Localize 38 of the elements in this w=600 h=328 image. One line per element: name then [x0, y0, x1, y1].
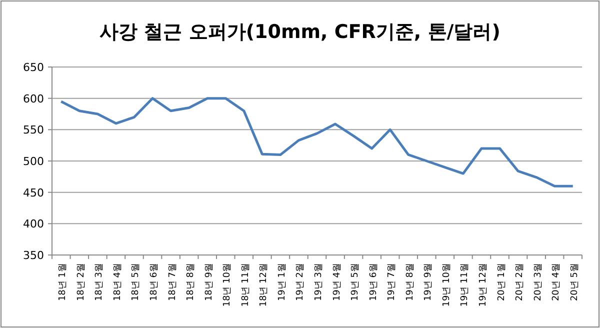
x-tick-label: 19년 5월	[350, 263, 361, 302]
x-tick-label: 18년 9월	[204, 263, 214, 302]
line-series	[60, 97, 574, 188]
x-tick-label: 18년 2월	[76, 263, 86, 302]
chart-title: 사강 철근 오퍼가(10mm, CFR기준, 톤/달러)	[100, 21, 500, 43]
y-tick-label: 500	[23, 155, 44, 168]
y-tick-label: 350	[23, 249, 44, 262]
x-tick-label: 19년 8월	[405, 263, 416, 302]
y-tick-label: 650	[23, 61, 44, 74]
y-tick-label: 550	[23, 124, 44, 137]
x-tick-label: 18년 6월	[150, 263, 160, 302]
x-tick-label: 20년 2월	[515, 263, 526, 302]
x-tick-label: 19년 1월	[277, 263, 288, 302]
x-tick-label: 20년 3월	[533, 263, 544, 302]
x-tick-label: 19년 3월	[314, 263, 324, 302]
x-tick-label: 18년 11월	[240, 263, 251, 307]
x-tick-label: 20년 4월	[552, 263, 562, 302]
x-tick-label: 19년 12월	[478, 263, 488, 307]
x-tick-label: 19년 4월	[332, 263, 342, 302]
x-tick-label: 19년 10월	[442, 263, 452, 307]
x-tick-label: 19년 7월	[387, 263, 398, 302]
x-tick-label: 20년 1월	[496, 263, 507, 302]
y-tick-label: 600	[23, 92, 44, 106]
x-tick-label: 18년 7월	[168, 263, 178, 302]
x-tick-label: 20년 5월	[570, 263, 580, 302]
y-tick-label: 400	[23, 218, 44, 231]
x-tick-label: 18년 1월	[58, 263, 68, 302]
x-tick-label: 18년 12월	[259, 263, 270, 307]
x-tick-label: 19년 11월	[460, 263, 470, 307]
x-tick-label: 18년 8월	[186, 263, 196, 302]
x-tick-label: 19년 2월	[296, 263, 306, 302]
x-tick-label: 19년 6월	[368, 263, 379, 302]
x-tick-label: 18년 4월	[112, 263, 123, 302]
y-tick-label: 450	[23, 186, 44, 200]
x-tick-label: 18년 5월	[131, 263, 142, 302]
x-tick-label: 19년 9월	[424, 263, 434, 302]
x-tick-label: 18년 10월	[222, 263, 233, 307]
x-tick-label: 18년 3월	[94, 263, 105, 302]
